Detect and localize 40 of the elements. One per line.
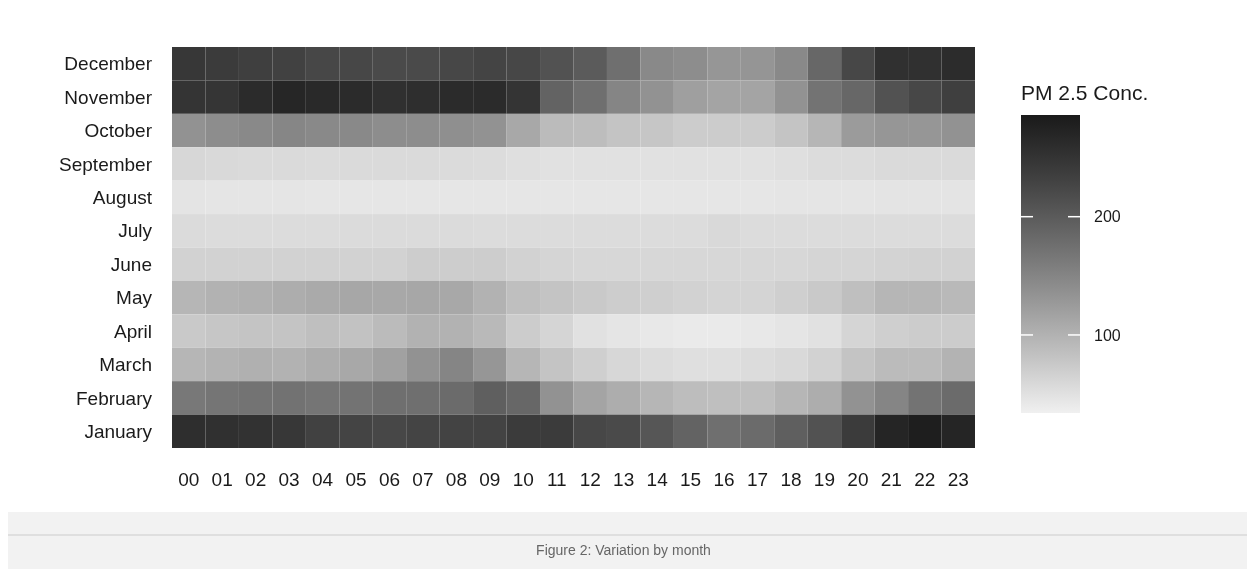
x-tick-label: 00 (178, 469, 200, 490)
x-tick-label: 09 (479, 469, 501, 490)
caption: Figure 2: Variation by month (536, 542, 711, 558)
x-tick-label: 14 (646, 469, 669, 490)
color-bar-label: 200 (1094, 208, 1121, 226)
x-tick-label: 12 (579, 469, 601, 490)
x-tick-label: 03 (278, 469, 300, 490)
color-bar-title: PM 2.5 Conc. (1021, 81, 1149, 104)
y-tick-label: August (92, 187, 153, 209)
x-tick-label: 04 (311, 469, 334, 490)
x-tick-label: 21 (880, 469, 902, 490)
y-tick-label: October (84, 120, 153, 142)
x-tick-label: 11 (546, 469, 567, 490)
x-tick-label: 07 (412, 469, 434, 490)
x-tick-label: 18 (780, 469, 802, 490)
y-tick-label: September (59, 153, 153, 175)
x-tick-label: 05 (345, 469, 367, 490)
x-tick-label: 13 (613, 469, 635, 490)
x-tick-label: 16 (713, 469, 735, 490)
y-tick-label: November (64, 86, 153, 108)
y-tick-label: June (110, 253, 152, 275)
y-tick-label: January (84, 420, 153, 442)
x-tick-label: 08 (445, 469, 467, 490)
y-tick-label: April (113, 320, 152, 342)
x-tick-label: 02 (245, 469, 267, 490)
x-tick-label: 06 (378, 469, 401, 490)
y-tick-label: July (118, 220, 153, 242)
y-tick-label: May (116, 287, 153, 309)
y-tick-label: February (75, 387, 153, 409)
y-tick-label: December (64, 53, 153, 75)
x-tick-label: 15 (680, 469, 702, 490)
x-tick-label: 20 (847, 469, 869, 490)
x-tick-label: 23 (947, 469, 969, 490)
x-tick-label: 22 (914, 469, 936, 490)
y-tick-label: March (99, 354, 152, 376)
x-tick-label: 17 (746, 469, 769, 490)
x-tick-label: 10 (512, 469, 534, 490)
color-bar-label: 100 (1094, 326, 1121, 344)
x-tick-label: 19 (813, 469, 836, 490)
x-tick-label: 01 (211, 469, 233, 490)
